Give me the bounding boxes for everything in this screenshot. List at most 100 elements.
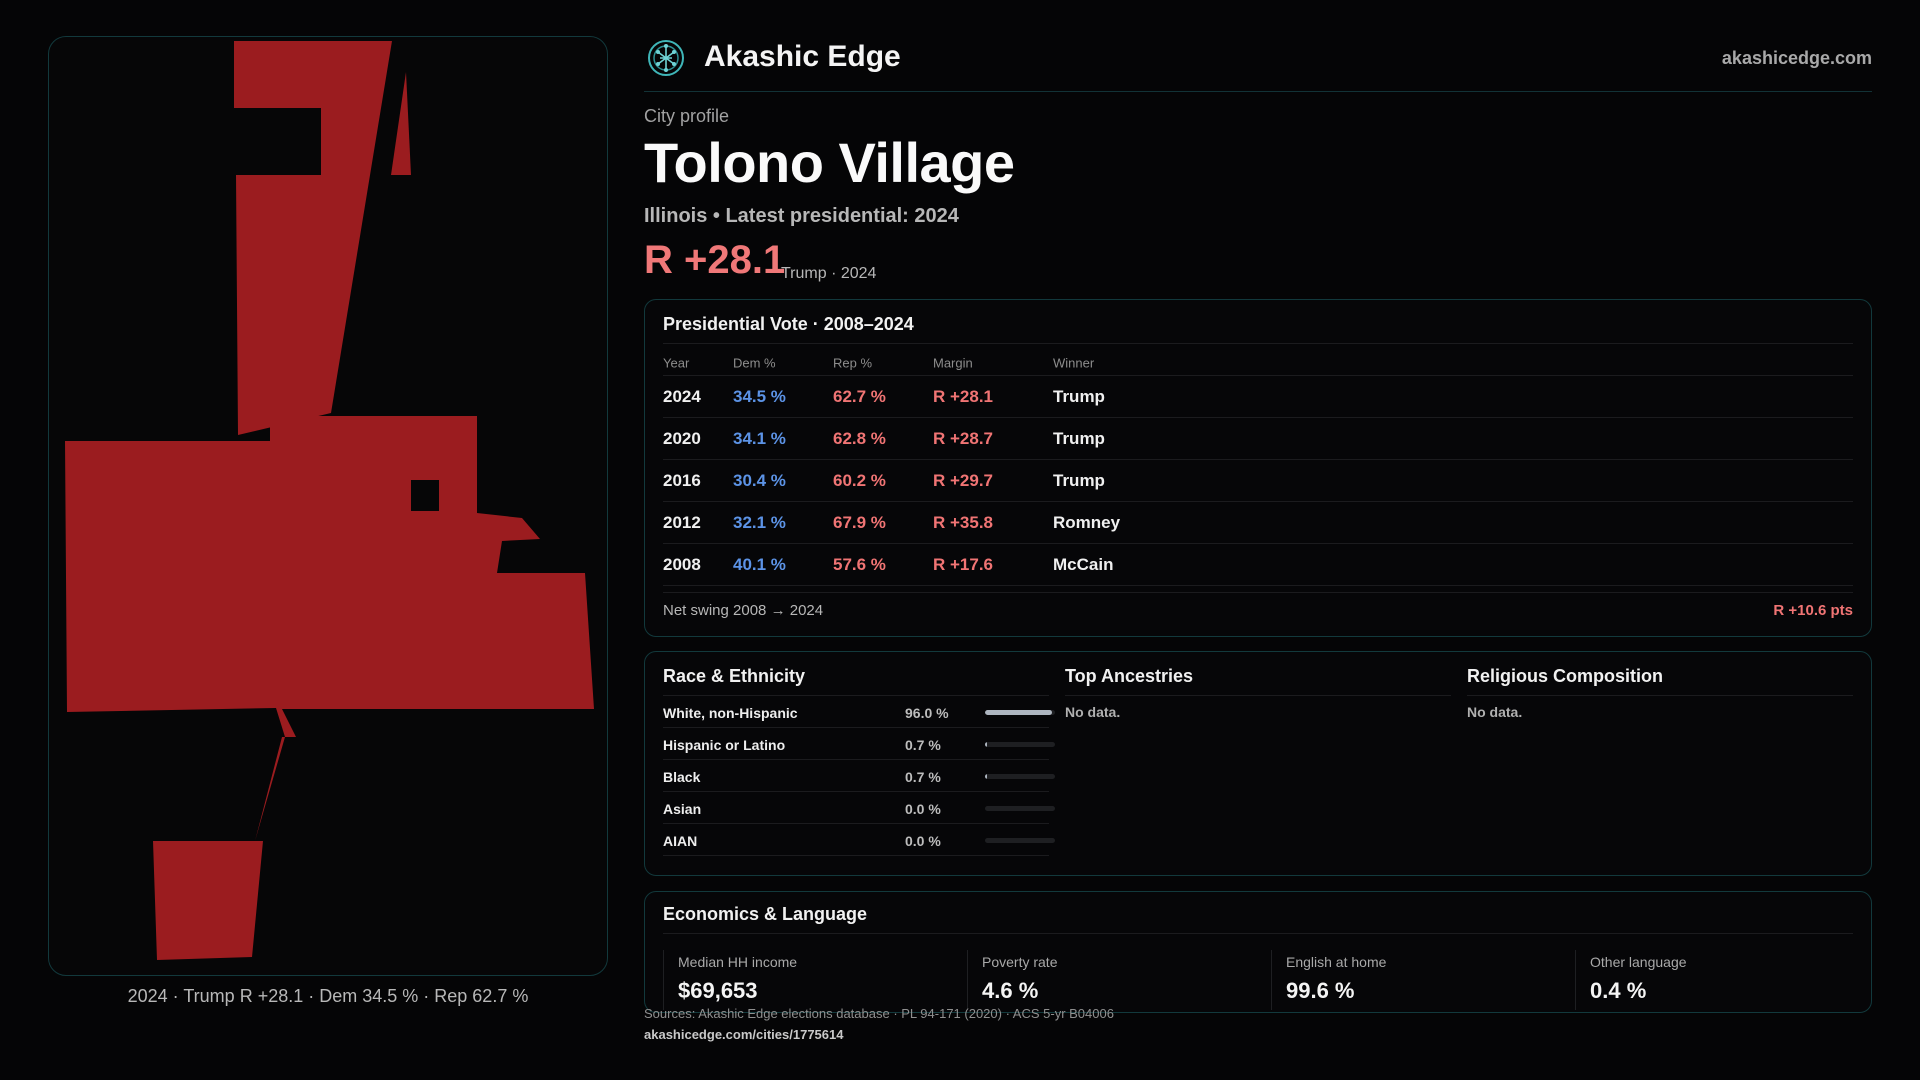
list-item: AIAN 0.0 % [663, 824, 1055, 856]
cell-margin: R +29.7 [933, 470, 994, 490]
sources-note: Sources: Akashic Edge elections database… [644, 1006, 1114, 1021]
cell-dem: 34.1 % [733, 428, 786, 448]
column-header-winner: Winner [1053, 355, 1095, 370]
metric-english-at-home: English at home 99.6 % [1271, 950, 1561, 1010]
table-row: 2008 40.1 % 57.6 % R +17.6 McCain [663, 544, 1853, 586]
cell-rep: 62.8 % [833, 428, 886, 448]
race-name: White, non-Hispanic [663, 705, 798, 721]
cell-winner: McCain [1053, 554, 1114, 574]
race-name: Asian [663, 801, 702, 817]
boundary-polygons [65, 41, 594, 960]
race-bar-fill [985, 710, 1053, 715]
race-bar-track [985, 806, 1055, 811]
boundary-shape-svg [65, 41, 594, 960]
column-header-margin: Margin [933, 355, 973, 370]
metric-median-income: Median HH income $69,653 [663, 950, 953, 1010]
cell-winner: Trump [1053, 386, 1105, 406]
list-item: Asian 0.0 % [663, 792, 1055, 824]
boundary-hole [411, 480, 439, 511]
table-row: 2020 34.1 % 62.8 % R +28.7 Trump [663, 418, 1853, 460]
cell-winner: Trump [1053, 470, 1105, 490]
religion-empty-text: No data. [1467, 704, 1523, 720]
religious-composition-section: Religious Composition No data. [1467, 666, 1853, 720]
cell-year: 2016 [663, 470, 701, 490]
cell-dem: 34.5 % [733, 386, 786, 406]
metric-value: 0.4 % [1590, 978, 1647, 1003]
cell-margin: R +28.7 [933, 428, 994, 448]
race-ethnicity-section: Race & Ethnicity White, non-Hispanic 96.… [663, 666, 1055, 856]
tree-of-life-icon [648, 40, 684, 76]
cell-winner: Trump [1053, 428, 1105, 448]
page-url-link[interactable]: akashicedge.com/cities/1775614 [644, 1027, 844, 1042]
economics-language-card: Economics & Language Median HH income $6… [644, 891, 1872, 1013]
headline-winner-year: Trump · 2024 [781, 265, 877, 282]
ancestries-empty-text: No data. [1065, 704, 1121, 720]
cell-rep: 62.7 % [833, 386, 886, 406]
metric-other-language: Other language 0.4 % [1575, 950, 1865, 1010]
race-section-title: Race & Ethnicity [663, 666, 1049, 696]
table-row: 2016 30.4 % 60.2 % R +29.7 Trump [663, 460, 1853, 502]
map-caption: 2024 · Trump R +28.1 · Dem 34.5 % · Rep … [127, 986, 529, 1006]
cell-year: 2008 [663, 554, 701, 574]
table-row: 2012 32.1 % 67.9 % R +35.8 Romney [663, 502, 1853, 544]
metric-label: English at home [1286, 954, 1387, 970]
race-name: Black [663, 769, 701, 785]
divider [663, 592, 1853, 593]
race-bar-track [985, 742, 1055, 747]
table-row: 2024 34.5 % 62.7 % R +28.1 Trump [663, 376, 1853, 418]
cell-year: 2024 [663, 386, 701, 406]
page-kicker: City profile [644, 106, 730, 126]
presidential-vote-card: Presidential Vote · 2008–2024 Year Dem %… [644, 299, 1872, 637]
race-bar-fill [985, 774, 988, 779]
race-name: AIAN [663, 833, 698, 849]
vote-card-title: Presidential Vote · 2008–2024 [663, 314, 914, 334]
net-swing-value: R +10.6 pts [1773, 602, 1853, 619]
race-pct: 0.0 % [905, 833, 941, 849]
race-bar-track [985, 838, 1055, 843]
economics-card-title: Economics & Language [663, 904, 868, 924]
column-header-rep: Rep % [833, 355, 873, 370]
metric-label: Poverty rate [982, 954, 1058, 970]
cell-margin: R +17.6 [933, 554, 994, 574]
ancestries-section-title: Top Ancestries [1065, 666, 1451, 696]
cell-dem: 40.1 % [733, 554, 786, 574]
boundary-main-block [65, 416, 594, 960]
metric-value: $69,653 [678, 978, 758, 1003]
headline-margin: R +28.1 [644, 238, 786, 282]
site-link[interactable]: akashicedge.com [1721, 48, 1872, 68]
page-title: Tolono Village [644, 131, 1015, 194]
list-item: Hispanic or Latino 0.7 % [663, 728, 1055, 760]
cell-year: 2020 [663, 428, 701, 448]
cell-rep: 57.6 % [833, 554, 886, 574]
page-subtitle: Illinois • Latest presidential: 2024 [644, 205, 959, 227]
race-pct: 96.0 % [905, 705, 949, 721]
metric-label: Median HH income [678, 954, 798, 970]
race-bar-fill [985, 742, 988, 747]
boundary-upper-sliver [391, 72, 411, 175]
city-boundary-map [48, 36, 608, 976]
race-bar-track [985, 710, 1055, 715]
cell-margin: R +28.1 [933, 386, 994, 406]
cell-year: 2012 [663, 512, 701, 532]
metric-value: 4.6 % [982, 978, 1039, 1003]
list-item: Black 0.7 % [663, 760, 1055, 792]
race-pct: 0.7 % [905, 737, 941, 753]
cell-winner: Romney [1053, 512, 1121, 532]
cell-dem: 32.1 % [733, 512, 786, 532]
religion-section-title: Religious Composition [1467, 666, 1853, 696]
brand-name[interactable]: Akashic Edge [704, 40, 901, 73]
top-ancestries-section: Top Ancestries No data. [1065, 666, 1451, 720]
metric-label: Other language [1590, 954, 1687, 970]
cell-dem: 30.4 % [733, 470, 786, 490]
vote-table-header: Year Dem % Rep % Margin Winner [663, 350, 1853, 376]
net-swing-label: Net swing 2008 → 2024 [663, 602, 824, 619]
list-item: White, non-Hispanic 96.0 % [663, 696, 1055, 728]
metric-poverty-rate: Poverty rate 4.6 % [967, 950, 1257, 1010]
cell-rep: 60.2 % [833, 470, 886, 490]
race-pct: 0.0 % [905, 801, 941, 817]
column-header-dem: Dem % [733, 355, 776, 370]
race-pct: 0.7 % [905, 769, 941, 785]
race-name: Hispanic or Latino [663, 737, 786, 753]
boundary-upper-strip [234, 41, 392, 435]
header: Akashic Edge akashicedge.com [644, 34, 1872, 92]
